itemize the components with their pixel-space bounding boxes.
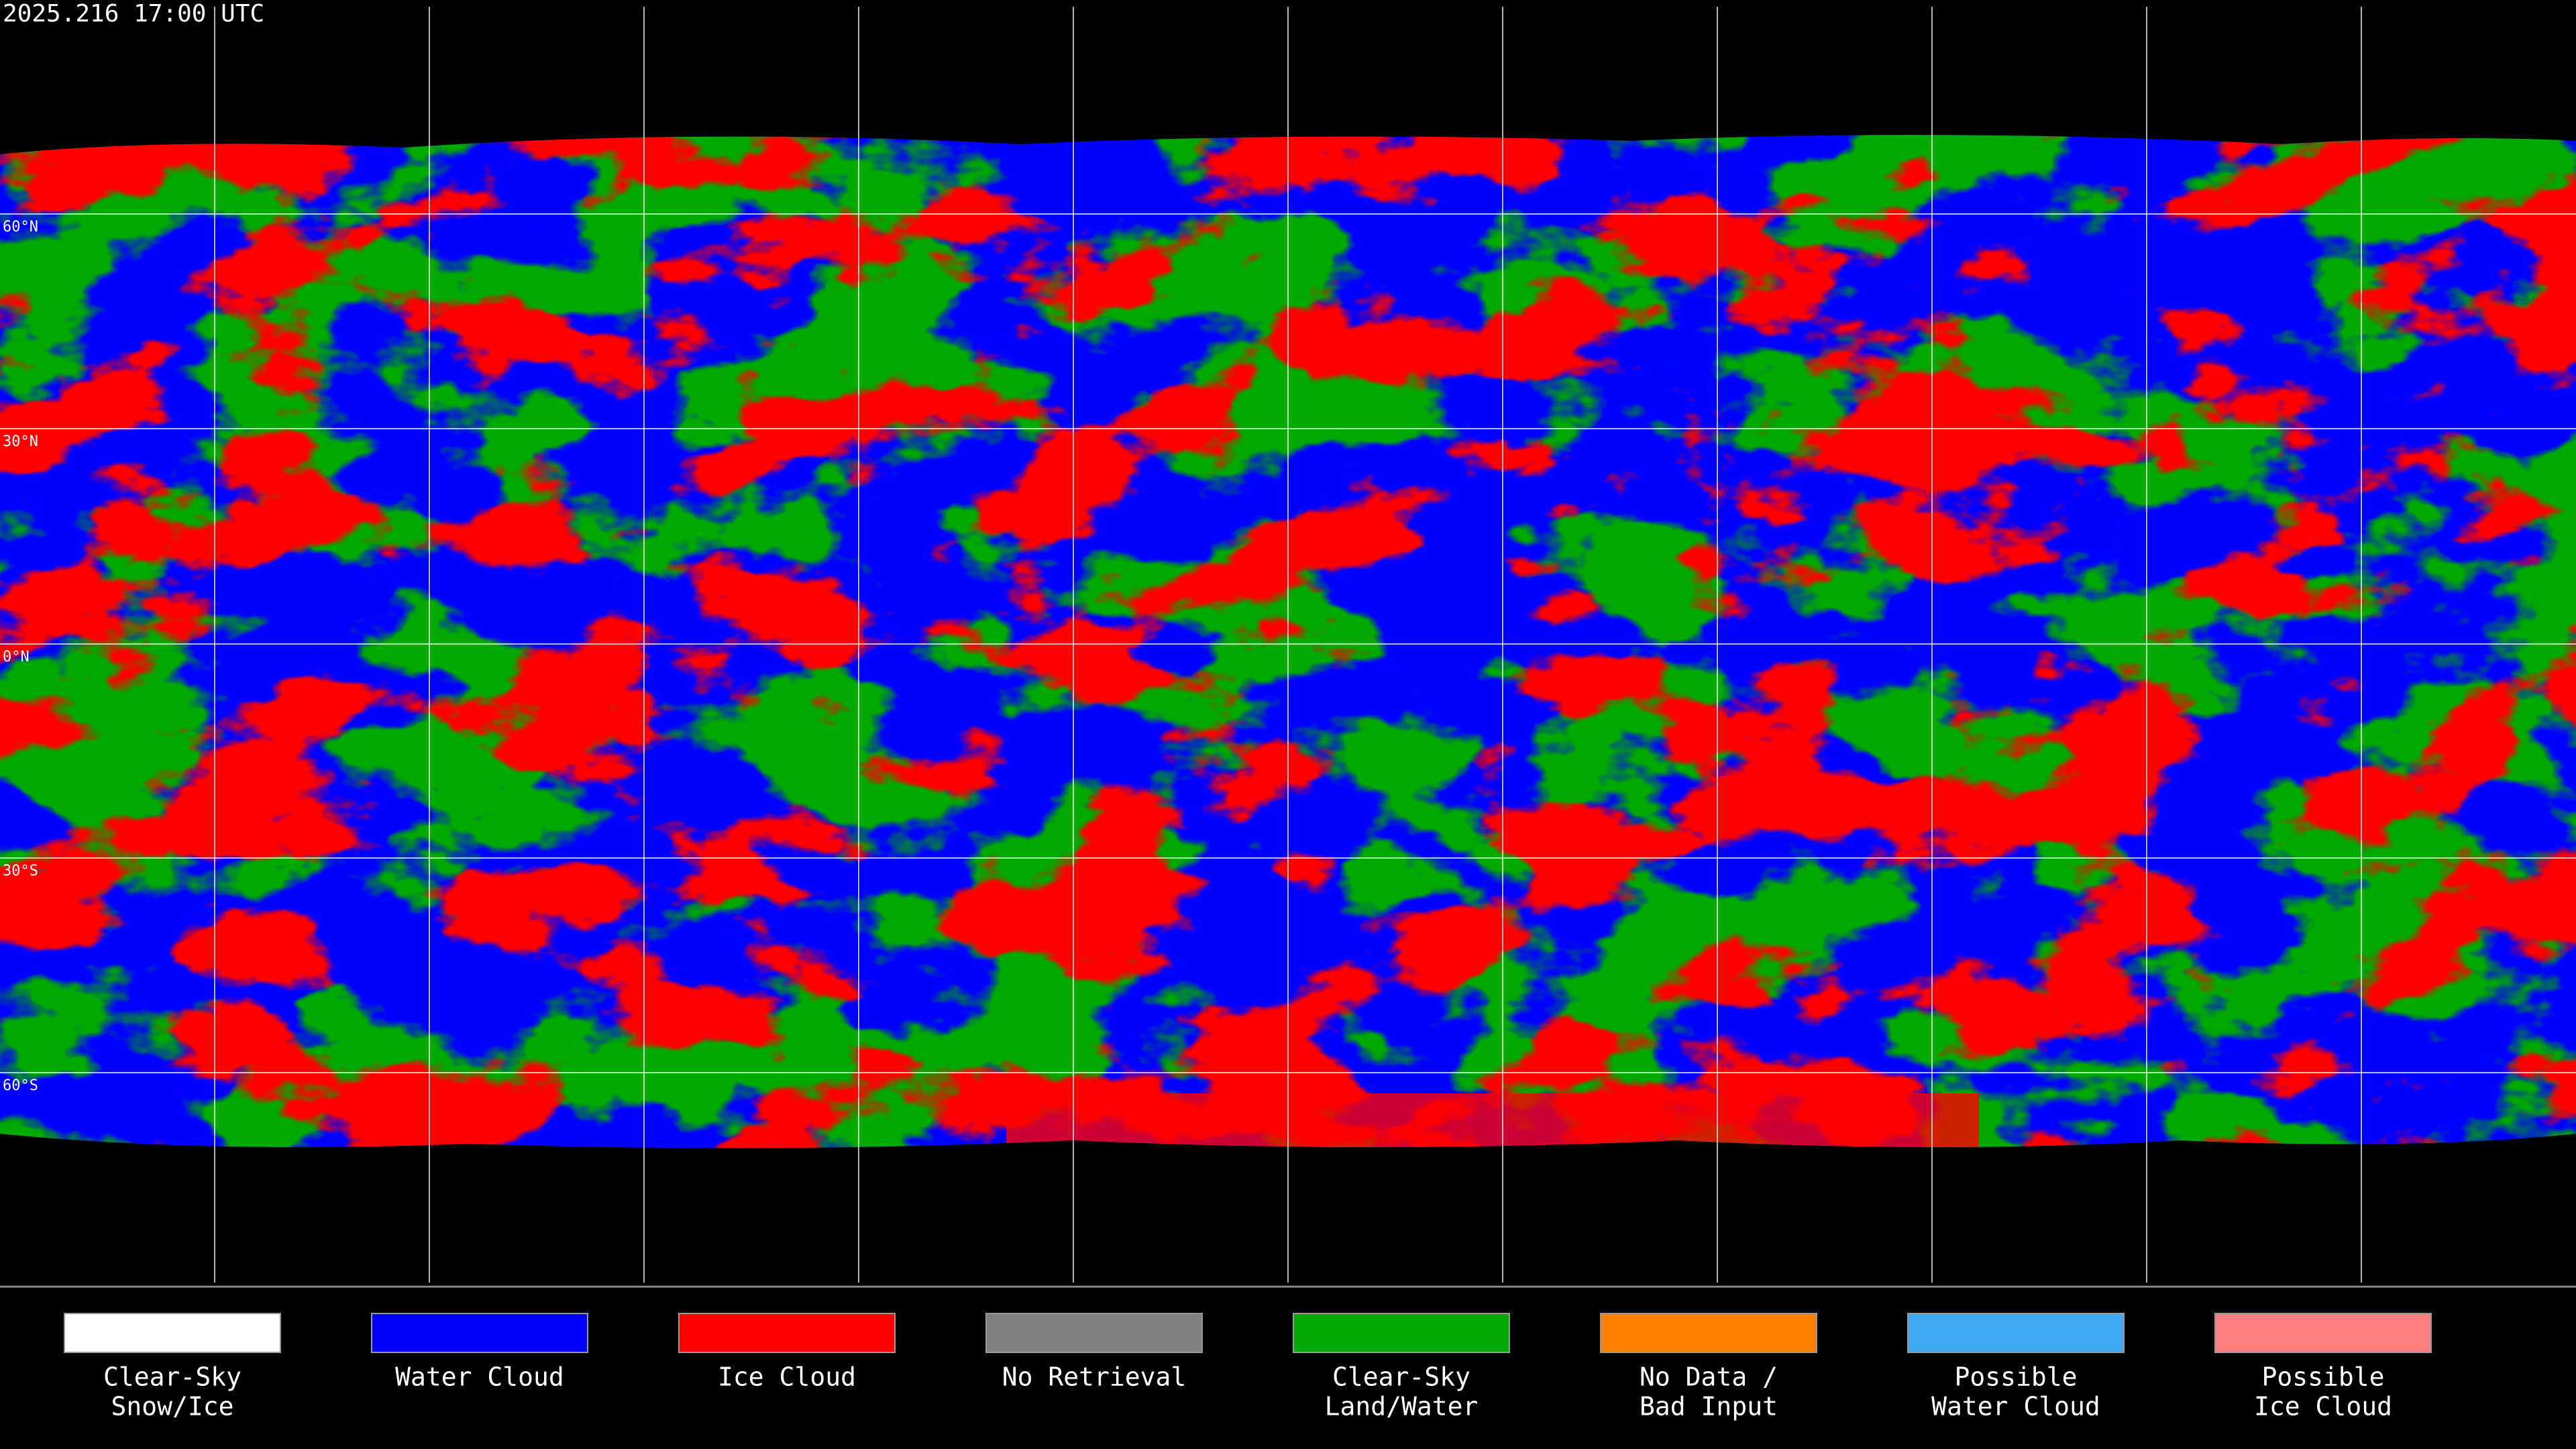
legend-label: Water Cloud: [1931, 1392, 2100, 1421]
legend-label: Possible: [1954, 1362, 2077, 1392]
latitude-label: 30°S: [3, 863, 38, 879]
legend-swatch: [1293, 1313, 1510, 1353]
graticule: [0, 7, 2576, 1283]
legend-swatch: [985, 1313, 1203, 1353]
legend-swatch: [678, 1313, 896, 1353]
legend-label: Water Cloud: [395, 1362, 564, 1392]
ice-cloud-band: [1006, 1093, 1979, 1148]
legend-label: Possible: [2261, 1362, 2384, 1392]
latitude-label: 60°N: [3, 219, 38, 235]
legend-label: Ice Cloud: [2254, 1392, 2392, 1421]
latitude-label: 0°N: [3, 649, 30, 665]
legend-label: Clear-Sky: [1332, 1362, 1470, 1392]
legend-label: No Retrieval: [1002, 1362, 1187, 1392]
legend-swatch: [64, 1313, 281, 1353]
legend-swatch: [2214, 1313, 2432, 1353]
legend-swatch: [1600, 1313, 1817, 1353]
legend-swatch: [1907, 1313, 2125, 1353]
latitude-label: 30°N: [3, 433, 38, 450]
legend-label: Ice Cloud: [718, 1362, 856, 1392]
legend-label: Bad Input: [1640, 1392, 1778, 1421]
timestamp: 2025.216 17:00 UTC: [3, 0, 264, 28]
latitude-label: 60°S: [3, 1077, 38, 1094]
legend-label: Land/Water: [1325, 1392, 1479, 1421]
legend-label: Snow/Ice: [111, 1392, 233, 1421]
legend-swatch: [371, 1313, 588, 1353]
legend-label: No Data /: [1640, 1362, 1778, 1392]
latitude-labels: 60°N 30°N 0°N 30°S 60°S: [3, 219, 38, 1094]
legend-label: Clear-Sky: [103, 1362, 241, 1392]
